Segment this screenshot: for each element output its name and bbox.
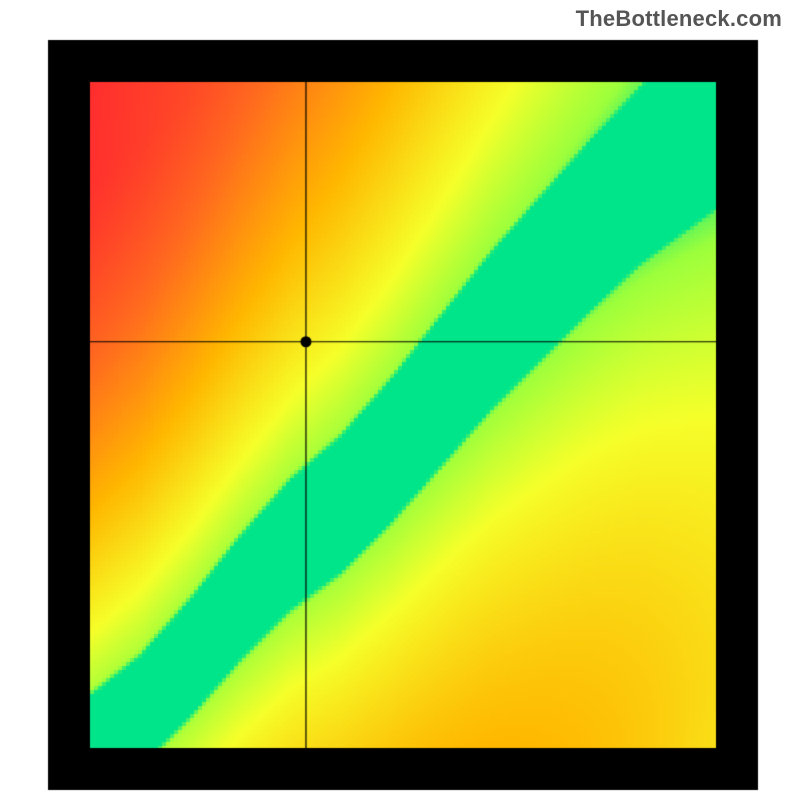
heatmap-chart [0,0,800,800]
attribution-text: TheBottleneck.com [576,6,782,32]
